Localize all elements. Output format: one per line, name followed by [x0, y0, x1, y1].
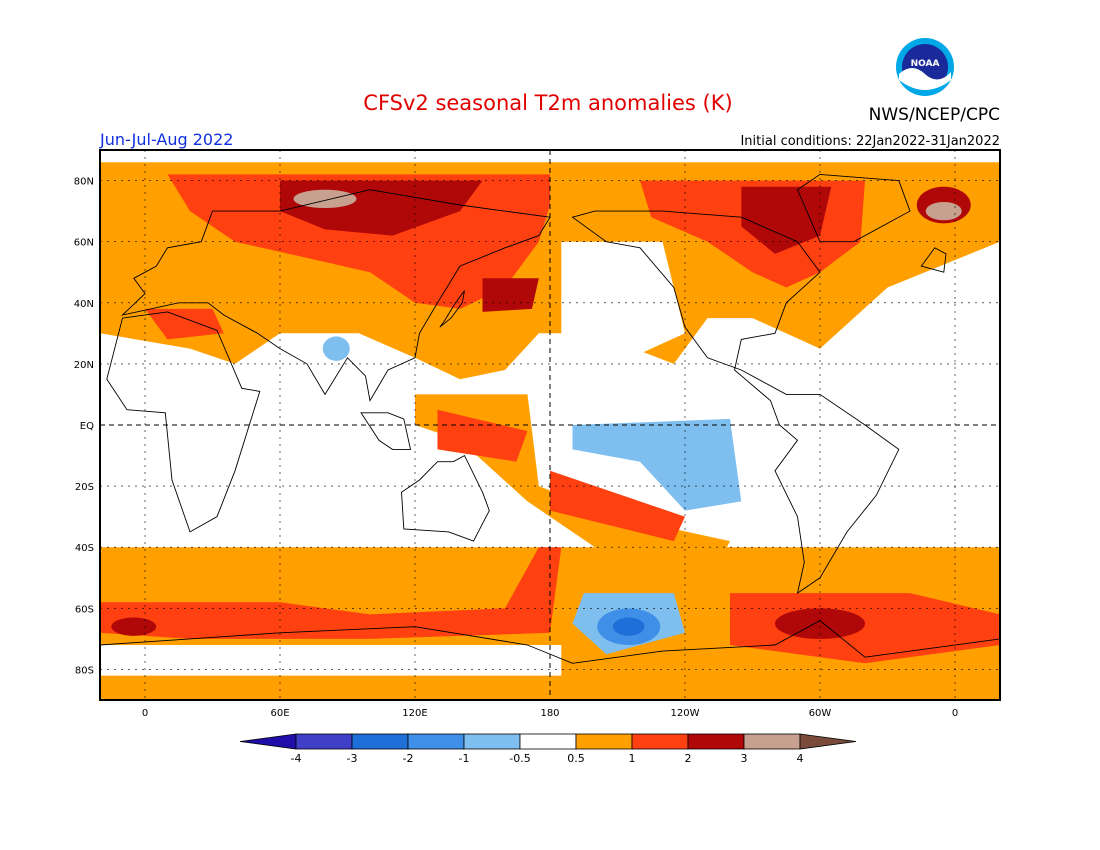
colorbar-swatch: [631, 733, 689, 750]
map-gridlines: [100, 150, 1000, 700]
latitude-tick-label: 60N: [74, 238, 94, 249]
strong-anomaly-south-atlantic: [111, 617, 157, 636]
latitude-tick-label: 40N: [74, 299, 94, 310]
colorbar-high-arrow: [799, 733, 857, 750]
colorbar-label: 1: [629, 752, 636, 765]
longitude-tick-label: 120E: [402, 708, 427, 719]
colorbar-label: -1: [459, 752, 470, 765]
logo-lettering: NOAA: [911, 59, 940, 69]
colorbar-label: -3: [347, 752, 358, 765]
latitude-tick-label: 80N: [74, 177, 94, 188]
period-label: Jun-Jul-Aug 2022: [99, 130, 233, 149]
colorbar-swatch: [295, 733, 353, 750]
coastline: [360, 412, 412, 450]
latitude-axis: 80N 60N 40N 20N EQ 20S 40S 60S 80S: [74, 177, 94, 677]
colorbar-label: -0.5: [509, 752, 530, 765]
latitude-tick-label: 80S: [75, 665, 94, 676]
neutral-tropical-atlantic: [741, 370, 1000, 548]
colorbar-swatch: [407, 733, 465, 750]
coastline: [401, 454, 490, 542]
colorbar-label: 4: [797, 752, 804, 765]
latitude-tick-label: 60S: [75, 604, 94, 615]
neutral-northeast-pacific: [561, 241, 685, 364]
strong-anomaly-weddell: [775, 608, 865, 639]
extreme-anomaly-greenland: [925, 201, 962, 221]
latitude-tick-label: 20S: [75, 482, 94, 493]
colorbar-swatch: [687, 733, 745, 750]
longitude-tick-label: 120W: [671, 708, 700, 719]
colorbar-swatch: [519, 733, 577, 750]
anomaly-map: [100, 150, 1000, 700]
coastline: [100, 620, 1000, 700]
warm-anomaly-maritime-continent: [437, 409, 528, 462]
coastline: [121, 189, 551, 402]
colorbar-label: 2: [685, 752, 692, 765]
coastline: [106, 311, 261, 533]
coastline: [920, 247, 947, 273]
longitude-tick-label: 60W: [809, 708, 832, 719]
map-frame: [99, 149, 1001, 701]
longitude-tick-label: 0: [142, 708, 148, 719]
longitude-tick-label: 60E: [270, 708, 289, 719]
neutral-tropics: [100, 357, 404, 542]
coastlines: [100, 173, 1000, 700]
agency-label: NWS/NCEP/CPC: [869, 105, 1000, 125]
warm-anomaly-north-africa: [145, 308, 224, 340]
extreme-anomaly-arctic: [293, 189, 357, 209]
latitude-tick-label: 20N: [74, 360, 94, 371]
colorbar-label: 0.5: [567, 752, 585, 765]
coastline: [796, 173, 911, 243]
cold-anomaly-india: [322, 336, 350, 361]
longitude-axis: 0 60E 120E 180 120W 60W 0: [142, 708, 958, 719]
strong-anomaly-nw-pacific: [482, 278, 539, 312]
cold-anomaly-south-pacific-center: [613, 617, 645, 636]
latitude-tick-label: EQ: [80, 421, 94, 432]
longitude-tick-label: 180: [540, 708, 559, 719]
longitude-tick-label: 0: [952, 708, 958, 719]
strong-anomaly-canada: [741, 186, 832, 254]
cold-anomaly-east-pacific: [572, 418, 742, 511]
colorbar-swatch: [743, 733, 801, 750]
warm-anomaly-south-atlantic: [100, 547, 562, 639]
coastline: [571, 210, 900, 595]
colorbar-low-arrow: [239, 733, 297, 750]
initial-conditions-label: Initial conditions: 22Jan2022-31Jan2022: [740, 134, 1000, 149]
colorbar-swatch: [351, 733, 409, 750]
colorbar-label: -2: [403, 752, 414, 765]
colorbar-swatch: [463, 733, 521, 750]
colorbar-swatch: [575, 733, 633, 750]
warm-anomaly-south-pacific: [550, 470, 685, 542]
colorbar: -4 -3 -2 -1 -0.5 0.5 1 2 3 4: [239, 733, 857, 765]
colorbar-label: 3: [741, 752, 748, 765]
colorbar-label: -4: [291, 752, 302, 765]
coastline: [439, 290, 465, 328]
latitude-tick-label: 40S: [75, 543, 94, 554]
neutral-antarctica: [100, 645, 562, 676]
noaa-logo: NOAA: [896, 38, 954, 96]
figure-title: CFSv2 seasonal T2m anomalies (K): [363, 91, 732, 115]
